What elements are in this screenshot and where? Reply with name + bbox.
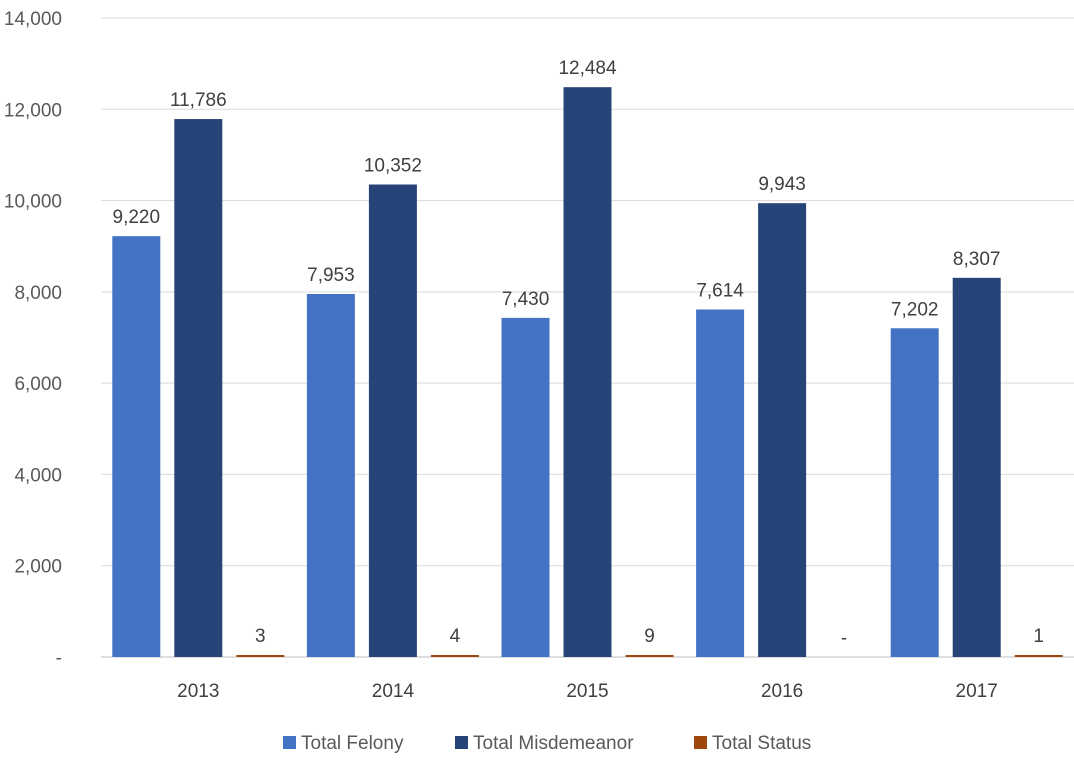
legend: Total Felony Total Misdemeanor Total Statu… bbox=[283, 733, 811, 754]
y-tick-label: 6,000 bbox=[14, 374, 62, 395]
x-tick-label: 2013 bbox=[177, 681, 219, 702]
data-label: 8,307 bbox=[953, 249, 1001, 270]
bars bbox=[112, 87, 1063, 658]
data-label: 7,953 bbox=[307, 265, 355, 286]
bar bbox=[368, 184, 417, 658]
bar bbox=[236, 655, 285, 657]
x-tick-label: 2015 bbox=[566, 681, 608, 702]
data-label: 9 bbox=[644, 626, 655, 647]
data-labels: 9,220 11,786 3 7,953 10,352 4 7,430 12,484 9 7,61… bbox=[113, 58, 1044, 649]
bar bbox=[430, 655, 479, 657]
y-tick-label: 4,000 bbox=[14, 465, 62, 486]
bar bbox=[174, 119, 223, 657]
data-label: 11,786 bbox=[170, 90, 227, 111]
legend-swatch bbox=[455, 736, 468, 749]
data-label: 7,430 bbox=[502, 289, 550, 310]
bar bbox=[952, 277, 1001, 657]
x-tick-label: 2014 bbox=[372, 681, 415, 702]
legend-label: Total Misdemeanor bbox=[473, 733, 634, 754]
bar bbox=[112, 236, 161, 657]
data-label: 12,484 bbox=[558, 58, 617, 79]
data-label: 10,352 bbox=[364, 156, 422, 177]
y-tick-label: 10,000 bbox=[4, 192, 62, 213]
data-label: 3 bbox=[255, 626, 266, 647]
bar bbox=[563, 87, 612, 657]
data-label: 1 bbox=[1033, 626, 1044, 647]
legend-swatch bbox=[694, 736, 707, 749]
legend-label: Total Status bbox=[712, 733, 811, 754]
y-axis: - 2,000 4,000 6,000 8,000 10,000 12,000 14,000 bbox=[4, 9, 62, 669]
data-label: - bbox=[841, 628, 847, 649]
data-label: 7,614 bbox=[696, 280, 744, 301]
x-tick-label: 2016 bbox=[761, 681, 803, 702]
data-label: 4 bbox=[450, 626, 461, 647]
bar bbox=[306, 294, 355, 657]
data-label: 7,202 bbox=[891, 299, 939, 320]
legend-label: Total Felony bbox=[301, 733, 404, 754]
y-tick-label: 12,000 bbox=[4, 100, 62, 121]
bar bbox=[625, 655, 674, 657]
data-label: 9,220 bbox=[113, 207, 161, 228]
y-tick-label: 8,000 bbox=[14, 283, 62, 304]
data-label: 9,943 bbox=[758, 174, 806, 195]
bar bbox=[890, 328, 939, 657]
y-tick-label: - bbox=[56, 648, 62, 669]
bar bbox=[1014, 655, 1063, 657]
bar bbox=[501, 317, 550, 657]
legend-swatch bbox=[283, 736, 296, 749]
bar bbox=[758, 203, 807, 657]
y-tick-label: 2,000 bbox=[14, 557, 62, 578]
x-tick-label: 2017 bbox=[956, 681, 998, 702]
y-tick-label: 14,000 bbox=[4, 9, 62, 30]
x-axis: 2013 2014 2015 2016 2017 bbox=[177, 681, 998, 702]
bar bbox=[696, 309, 745, 657]
